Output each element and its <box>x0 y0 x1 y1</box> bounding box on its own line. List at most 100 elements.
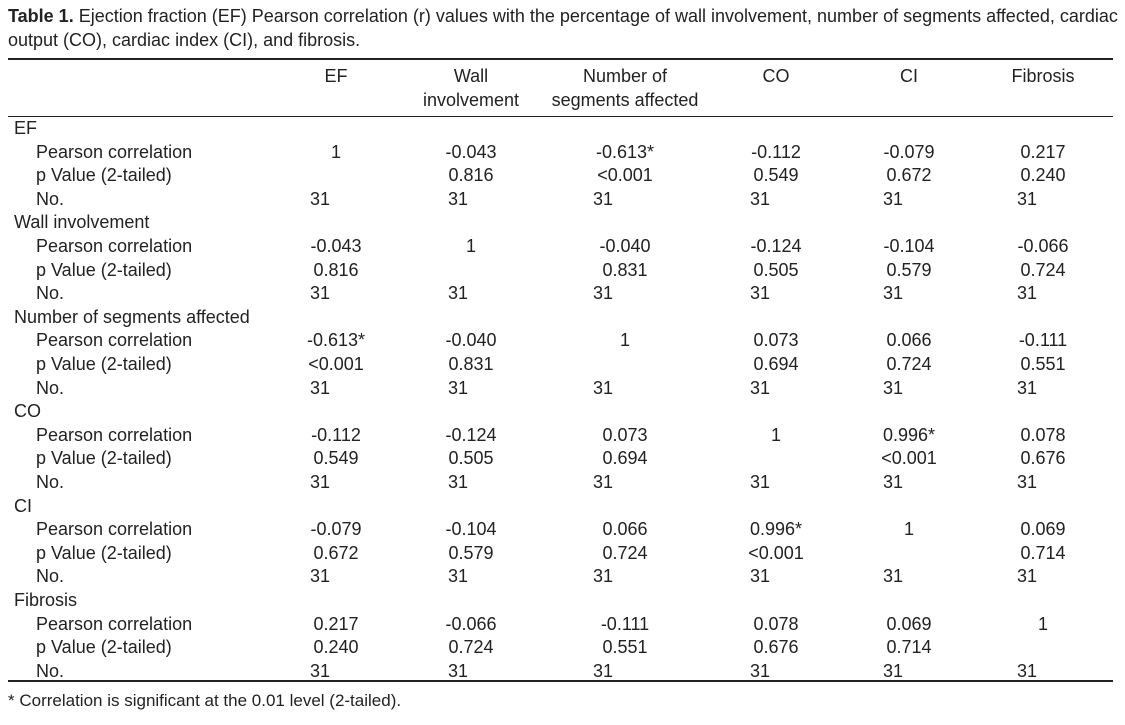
column-header-line: Fibrosis <box>1011 66 1075 86</box>
table-cell: 0.694 <box>753 354 799 374</box>
table-cell: 31 <box>882 283 904 304</box>
row-label: Pearson correlation <box>36 613 193 634</box>
row-label: No. <box>36 188 65 209</box>
column-header-line: involvement <box>422 90 520 110</box>
table-cell: 31 <box>309 566 331 587</box>
table-cell: -0.040 <box>599 236 651 256</box>
table-bottom-rule <box>8 680 1113 682</box>
table-cell: 31 <box>447 472 469 492</box>
table-cell: 0.694 <box>602 448 648 469</box>
table-cell: 1 <box>770 424 781 445</box>
table-cell: -0.079 <box>883 141 935 162</box>
table-cell: 0.505 <box>448 448 494 469</box>
column-header: Fibrosis <box>943 64 1125 88</box>
table-cell: 1 <box>619 330 630 351</box>
table-footnote: * Correlation is significant at the 0.01… <box>8 691 402 710</box>
group-title: Wall involvement <box>14 212 150 233</box>
row-label: No. <box>36 660 65 681</box>
table-cell: -0.040 <box>445 330 497 351</box>
table-cell: -0.104 <box>883 236 935 256</box>
row-label: p Value (2-tailed) <box>36 448 172 469</box>
table-cell: 31 <box>592 472 614 492</box>
table-cell: 0.551 <box>1020 354 1066 374</box>
table-cell: 31 <box>882 660 904 681</box>
table-cell: 0.831 <box>602 259 648 280</box>
table-cell: -0.613* <box>595 141 655 162</box>
table-cell: 0.724 <box>886 354 932 374</box>
table-cell: 0.676 <box>753 637 799 658</box>
table-cell: 31 <box>882 188 904 209</box>
table-cell: 31 <box>447 660 469 681</box>
table-cell: 0.672 <box>313 542 359 563</box>
table-cell: 31 <box>1016 566 1038 587</box>
table-cell: 31 <box>592 283 614 304</box>
column-header: CO <box>676 64 876 88</box>
table-cell: 0.066 <box>602 519 648 540</box>
row-label: Pearson correlation <box>36 424 193 445</box>
table-caption: Table 1. Ejection fraction (EF) Pearson … <box>8 4 1118 52</box>
table-cell: 31 <box>1016 188 1038 209</box>
column-header-line: Number of <box>582 66 668 86</box>
table-cell: <0.001 <box>881 448 937 469</box>
table-cell: -0.112 <box>311 424 361 445</box>
table-cell: 0.579 <box>886 259 932 280</box>
table-cell: 31 <box>749 188 771 209</box>
row-label: Pearson correlation <box>36 236 193 256</box>
row-label: p Value (2-tailed) <box>36 637 172 658</box>
table-cell: 0.505 <box>753 259 799 280</box>
row-label: Pearson correlation <box>36 141 193 162</box>
table-cell: 31 <box>1016 377 1038 398</box>
table-cell: 31 <box>447 283 469 304</box>
table-cell: 0.724 <box>602 542 648 563</box>
table-cell: 0.078 <box>1020 424 1066 445</box>
row-label: Pearson correlation <box>36 519 193 540</box>
table-cell: -0.111 <box>1018 330 1068 351</box>
table-cell: 0.549 <box>753 165 799 186</box>
table-cell: <0.001 <box>597 165 653 186</box>
row-label: p Value (2-tailed) <box>36 259 172 280</box>
table-cell: 0.549 <box>313 448 359 469</box>
table-header-rule <box>8 116 1113 117</box>
table-cell: -0.043 <box>445 141 497 162</box>
table-cell: 0.831 <box>448 354 494 374</box>
column-header: Wall involvement <box>371 64 571 112</box>
table-cell: 31 <box>749 566 771 587</box>
table-cell: 31 <box>749 472 771 492</box>
table-cell: 31 <box>309 660 331 681</box>
table-cell: <0.001 <box>748 542 804 563</box>
table-cell: -0.079 <box>310 519 362 540</box>
row-label: p Value (2-tailed) <box>36 165 172 186</box>
column-header-line: segments affected <box>551 90 699 110</box>
table-cell: 0.996* <box>882 424 936 445</box>
table-cell: 0.672 <box>886 165 932 186</box>
table-cell: 0.996* <box>749 519 803 540</box>
table-cell: 31 <box>309 377 331 398</box>
table-cell: 1 <box>903 519 914 540</box>
table-cell: -0.112 <box>751 141 801 162</box>
row-label: No. <box>36 377 65 398</box>
table-cell: 0.724 <box>1020 259 1066 280</box>
table-cell: 0.217 <box>1020 141 1066 162</box>
row-label: Pearson correlation <box>36 330 193 351</box>
column-header-line: EF <box>324 66 348 86</box>
table-cell: 31 <box>1016 472 1038 492</box>
table-cell: 0.069 <box>886 613 932 634</box>
column-header: Number of segments affected <box>525 64 725 112</box>
table-cell: 0.073 <box>602 424 648 445</box>
table-cell: 31 <box>749 660 771 681</box>
table-cell: 31 <box>309 283 331 304</box>
table-cell: 31 <box>749 283 771 304</box>
table-cell: 0.816 <box>448 165 494 186</box>
table-cell: 31 <box>309 472 331 492</box>
table-cell: 0.240 <box>1020 165 1066 186</box>
table-cell: 31 <box>592 188 614 209</box>
table-cell: <0.001 <box>308 354 364 374</box>
table-cell: 0.714 <box>886 637 932 658</box>
table-cell: -0.104 <box>445 519 497 540</box>
table-cell: 31 <box>749 377 771 398</box>
row-label: No. <box>36 566 65 587</box>
table-cell: -0.043 <box>310 236 362 256</box>
table-cell: 31 <box>592 660 614 681</box>
table-top-rule <box>8 58 1113 60</box>
table-cell: 1 <box>465 236 476 256</box>
